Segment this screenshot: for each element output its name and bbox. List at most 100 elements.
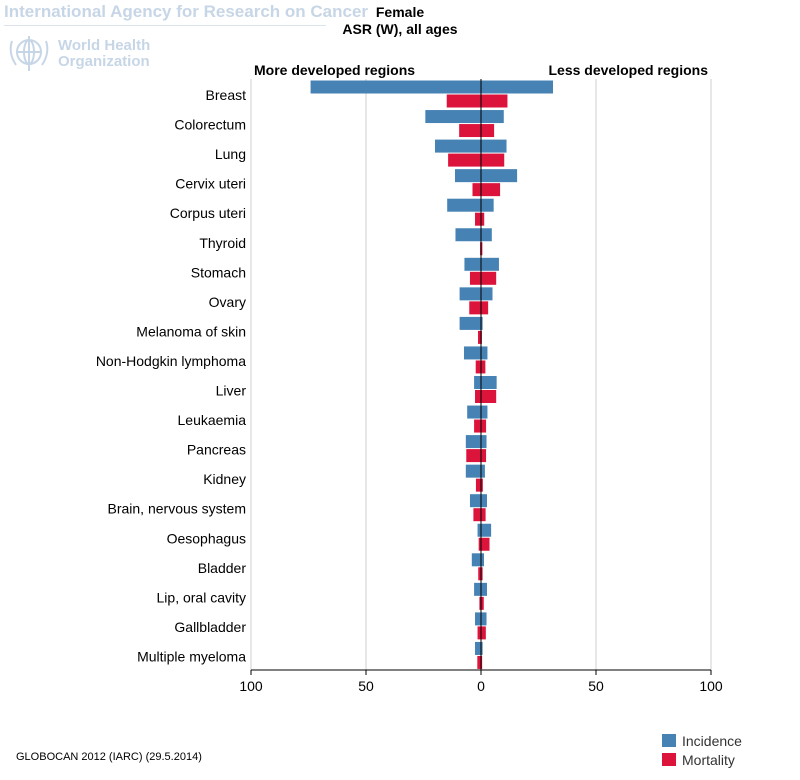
bar-incidence-less-liver <box>481 376 497 389</box>
bar-mortality-more-brain-nervous-system <box>473 508 481 522</box>
bar-mortality-more-breast <box>446 94 481 108</box>
bar-mortality-more-melanoma-of-skin <box>478 330 481 344</box>
category-label-corpus-uteri: Corpus uteri <box>170 205 246 221</box>
bar-incidence-more-brain-nervous-system <box>469 494 481 508</box>
bar-incidence-less-pancreas <box>481 435 487 449</box>
bar-mortality-more-kidney <box>475 478 481 492</box>
category-label-multiple-myeloma: Multiple myeloma <box>137 648 246 664</box>
x-tick-label-4: 100 <box>699 678 723 694</box>
bar-mortality-less-breast <box>481 94 508 108</box>
bar-incidence-less-non-hodgkin-lymphoma <box>481 346 488 360</box>
bar-incidence-more-oesophagus <box>477 523 481 537</box>
bar-incidence-more-ovary <box>459 287 481 301</box>
bar-incidence-less-multiple-myeloma <box>481 641 483 655</box>
bar-incidence-more-stomach <box>464 257 481 271</box>
agency-underline <box>4 25 326 26</box>
bar-incidence-less-brain-nervous-system <box>481 494 487 508</box>
bar-mortality-less-corpus-uteri <box>481 212 485 226</box>
bar-mortality-more-cervix-uteri <box>472 183 481 197</box>
header: International Agency for Research on Can… <box>0 0 800 71</box>
category-label-breast: Breast <box>206 87 247 103</box>
bar-mortality-more-leukaemia <box>474 419 481 433</box>
chart-subtitle: ASR (W), all ages <box>342 21 458 37</box>
bar-mortality-less-stomach <box>481 271 497 285</box>
category-label-kidney: Kidney <box>203 471 246 487</box>
x-tick-label-0: 100 <box>239 678 263 694</box>
who-name-line1: World Health <box>58 37 151 54</box>
category-label-ovary: Ovary <box>209 294 246 310</box>
bar-mortality-more-non-hodgkin-lymphoma <box>475 360 481 374</box>
category-label-thyroid: Thyroid <box>199 235 246 251</box>
bar-incidence-more-non-hodgkin-lymphoma <box>463 346 481 360</box>
bar-incidence-more-cervix-uteri <box>455 169 481 183</box>
legend-item-incidence: Incidence <box>662 731 742 750</box>
who-logo-icon <box>9 36 49 71</box>
bar-mortality-less-pancreas <box>481 449 487 463</box>
butterfly-bar-chart: 100 50 0 50 100 Breast Colorectum Lung Cervix ut… <box>96 79 723 694</box>
legend-label-incidence: Incidence <box>682 732 742 749</box>
bar-incidence-less-stomach <box>481 257 499 271</box>
bar-mortality-more-liver <box>475 390 481 403</box>
x-tick-label-3: 50 <box>588 678 604 694</box>
bar-incidence-less-ovary <box>481 287 493 301</box>
bar-incidence-more-bladder <box>471 553 481 567</box>
category-label-stomach: Stomach <box>191 264 246 280</box>
chart-title: Female <box>375 4 425 20</box>
bar-mortality-less-cervix-uteri <box>481 183 501 197</box>
bar-mortality-less-leukaemia <box>481 419 487 433</box>
bar-mortality-more-stomach <box>469 271 481 285</box>
bar-incidence-less-gallbladder <box>481 612 487 626</box>
who-name-line2: Organization <box>58 53 150 70</box>
bar-mortality-more-oesophagus <box>478 537 481 551</box>
agency-name: International Agency for Research on Can… <box>4 2 369 21</box>
bar-incidence-less-kidney <box>481 464 485 478</box>
bar-incidence-more-lung <box>435 139 481 153</box>
x-tick-label-1: 50 <box>358 678 374 694</box>
bar-incidence-less-bladder <box>481 553 484 567</box>
bar-mortality-more-colorectum <box>459 124 481 138</box>
bar-mortality-more-bladder <box>478 567 481 581</box>
bar-incidence-less-corpus-uteri <box>481 198 494 212</box>
bar-mortality-more-corpus-uteri <box>475 212 481 226</box>
bar-incidence-more-breast <box>310 80 481 94</box>
bar-incidence-less-oesophagus <box>481 523 492 537</box>
legend-swatch-mortality <box>662 753 676 766</box>
category-label-cervix-uteri: Cervix uteri <box>175 176 246 192</box>
category-label-oesophagus: Oesophagus <box>167 530 246 546</box>
bar-mortality-less-thyroid <box>481 242 483 256</box>
x-tick-label-2: 0 <box>477 678 485 694</box>
source-footer: GLOBOCAN 2012 (IARC) (29.5.2014) <box>16 751 202 763</box>
bar-incidence-less-leukaemia <box>481 405 488 419</box>
category-label-leukaemia: Leukaemia <box>178 412 247 428</box>
legend-label-mortality: Mortality <box>682 751 735 768</box>
legend: Incidence Mortality <box>662 731 742 769</box>
category-label-brain-nervous-system: Brain, nervous system <box>108 501 247 517</box>
bar-incidence-more-thyroid <box>455 228 481 242</box>
bar-incidence-more-kidney <box>465 464 481 478</box>
category-label-gallbladder: Gallbladder <box>174 619 246 635</box>
bar-mortality-more-pancreas <box>466 449 481 463</box>
right-region-label: Less developed regions <box>548 62 709 78</box>
bar-mortality-less-lip-oral-cavity <box>481 596 484 610</box>
bar-incidence-more-multiple-myeloma <box>475 641 481 655</box>
bar-mortality-more-ovary <box>469 301 481 315</box>
bar-mortality-less-gallbladder <box>481 626 486 640</box>
bar-incidence-more-melanoma-of-skin <box>459 316 481 330</box>
category-label-lip-oral-cavity: Lip, oral cavity <box>157 589 246 605</box>
category-label-lung: Lung <box>215 146 246 162</box>
bar-mortality-less-lung <box>481 153 505 167</box>
bar-incidence-more-liver <box>474 376 481 389</box>
bar-incidence-more-gallbladder <box>475 612 481 626</box>
bar-incidence-more-pancreas <box>465 435 481 449</box>
bar-incidence-less-breast <box>481 80 553 94</box>
bar-mortality-less-liver <box>481 390 497 403</box>
category-label-colorectum: Colorectum <box>174 117 246 133</box>
bar-mortality-less-bladder <box>481 567 483 581</box>
category-label-melanoma-of-skin: Melanoma of skin <box>136 323 246 339</box>
bar-incidence-less-lung <box>481 139 507 153</box>
bar-incidence-less-thyroid <box>481 228 492 242</box>
legend-swatch-incidence <box>662 734 676 747</box>
bar-mortality-less-oesophagus <box>481 537 490 551</box>
bar-mortality-more-multiple-myeloma <box>477 655 481 669</box>
bar-incidence-less-lip-oral-cavity <box>481 582 487 596</box>
